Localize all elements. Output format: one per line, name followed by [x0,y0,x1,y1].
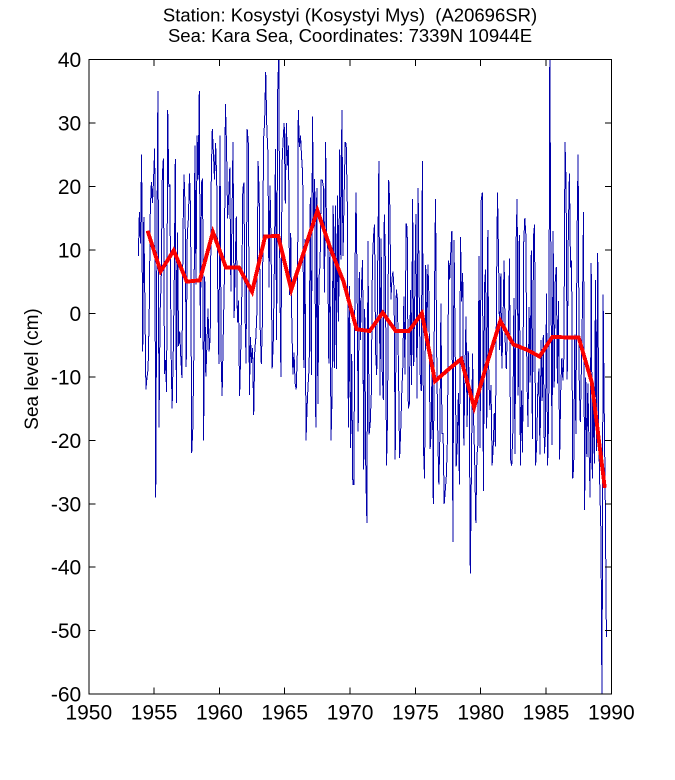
svg-text:-40: -40 [51,557,81,580]
svg-text:Station: Kosystyi (Kosystyi My: Station: Kosystyi (Kosystyi Mys) (A20696… [163,5,537,26]
svg-text:1970: 1970 [327,701,374,724]
svg-text:Sea: Kara Sea, Coordinates: 73: Sea: Kara Sea, Coordinates: 7339N 10944E [168,25,532,46]
svg-text:1955: 1955 [131,701,178,724]
svg-text:1985: 1985 [523,701,570,724]
svg-text:1960: 1960 [196,701,243,724]
svg-text:1980: 1980 [457,701,504,724]
svg-text:1990: 1990 [588,701,635,724]
svg-text:1965: 1965 [261,701,308,724]
svg-text:-60: -60 [51,684,81,707]
svg-text:-10: -10 [51,366,81,389]
svg-text:30: 30 [58,112,81,135]
svg-text:0: 0 [70,303,82,326]
svg-text:-20: -20 [51,430,81,453]
svg-text:20: 20 [58,176,81,199]
svg-text:1975: 1975 [392,701,439,724]
svg-text:10: 10 [58,239,81,262]
svg-text:Sea level (cm): Sea level (cm) [22,308,43,429]
svg-text:1950: 1950 [65,701,112,724]
svg-text:-50: -50 [51,620,81,643]
svg-text:40: 40 [58,49,81,72]
svg-text:-30: -30 [51,493,81,516]
